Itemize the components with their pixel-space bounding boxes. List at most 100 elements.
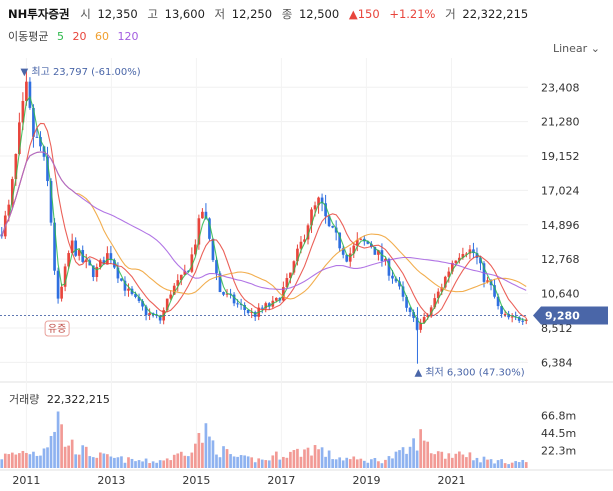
candle-body (521, 320, 525, 322)
candle-body (465, 253, 468, 255)
candle-body (225, 293, 229, 295)
volume-bar (116, 457, 120, 468)
candle-body (49, 181, 53, 223)
volume-bar (225, 449, 229, 468)
volume-bar (218, 457, 222, 468)
candle-body (352, 245, 356, 254)
volume-bar (324, 456, 327, 468)
volume-bar (450, 457, 454, 468)
volume-bar (127, 457, 130, 468)
volume-bar (521, 459, 525, 468)
moving-average-legend[interactable]: 이동평균 5 20 60 120 (8, 28, 143, 44)
volume-bar (306, 447, 310, 468)
candle-body (313, 205, 317, 210)
candle-body (53, 222, 56, 271)
candle-body (510, 316, 514, 318)
volume-bar (468, 452, 472, 468)
volume-bar (408, 446, 412, 468)
volume-bar (313, 445, 317, 468)
candle-body (422, 316, 426, 323)
candle-body (348, 253, 352, 262)
volume-bar (412, 438, 415, 468)
low-value: 12,250 (231, 7, 273, 21)
volume-bar (274, 451, 278, 468)
volume-bar (49, 436, 53, 468)
candle-body (429, 307, 433, 316)
candle-body (46, 156, 49, 182)
volume-bar (183, 455, 187, 468)
volume-bar (380, 463, 384, 468)
candle-body (454, 260, 458, 263)
price-tick-label: 12,768 (541, 253, 580, 266)
volume-bar (401, 447, 405, 468)
volume-bar (179, 451, 183, 468)
volume-bar (169, 460, 173, 468)
candle-body (458, 257, 461, 261)
volume-bar (0, 459, 4, 468)
candle-body (433, 298, 437, 308)
volume-bar (500, 459, 503, 468)
volume-bar (232, 456, 236, 468)
volume-bar (303, 449, 306, 468)
volume-bar (384, 459, 387, 468)
volume-bar (260, 459, 264, 468)
candle-body (387, 258, 391, 276)
candle-body (183, 270, 187, 275)
volume-bar (10, 452, 14, 468)
candle-body (91, 265, 95, 278)
candle-body (472, 249, 475, 254)
volume-bar (443, 458, 447, 468)
volume-bar (355, 459, 359, 468)
volume-bar (102, 453, 106, 468)
volume-bar (109, 456, 113, 468)
candle-body (127, 288, 130, 291)
chevron-down-icon: ⌄ (590, 42, 600, 55)
candle-body (355, 239, 359, 246)
volume-bar (436, 451, 440, 468)
candle-body (500, 306, 503, 315)
candle-body (179, 274, 183, 281)
candle-body (289, 272, 292, 279)
stock-name: NH투자증권 (8, 7, 70, 21)
rights-offering-marker[interactable] (44, 320, 70, 337)
candle-body (194, 244, 197, 255)
scale-toggle-button[interactable]: Linear ⌄ (553, 42, 600, 55)
volume-bar (405, 453, 408, 468)
ma-label: 이동평균 (8, 30, 49, 43)
candle-body (197, 218, 201, 245)
volume-bar (289, 451, 292, 468)
candle-body (56, 270, 60, 299)
candle-body (408, 307, 412, 313)
candle-body (345, 254, 349, 262)
candle-body (517, 317, 521, 321)
candle-body (503, 313, 507, 315)
volume-bar (278, 459, 282, 468)
volume-bar (204, 423, 208, 468)
candle-body (158, 315, 162, 321)
volume-bar (60, 424, 63, 468)
volume-bar (479, 462, 482, 468)
candle-body (14, 153, 18, 180)
all-time-low-label: ▲ 최저 6,300 (47.30%) (414, 367, 524, 379)
volume-bar (429, 453, 433, 468)
candle-body (137, 296, 141, 302)
volume-bar (317, 449, 320, 468)
candle-body (42, 146, 46, 157)
close-label: 종 (281, 7, 293, 21)
volume-bar (106, 454, 109, 468)
high-label: 고 (147, 7, 158, 21)
candle-body (447, 271, 451, 277)
candle-body (109, 253, 113, 261)
volume-bar (39, 455, 42, 468)
time-tick-label: 2019 (352, 474, 380, 487)
volume-bar (32, 451, 35, 468)
candle-body (310, 209, 313, 226)
volume-bar (190, 452, 194, 468)
volume-bar (81, 445, 85, 468)
candle-body (320, 197, 324, 204)
volume-bar (419, 429, 422, 468)
volume-bar (465, 457, 468, 468)
volume-bar (377, 461, 380, 468)
candle-body (327, 216, 331, 227)
